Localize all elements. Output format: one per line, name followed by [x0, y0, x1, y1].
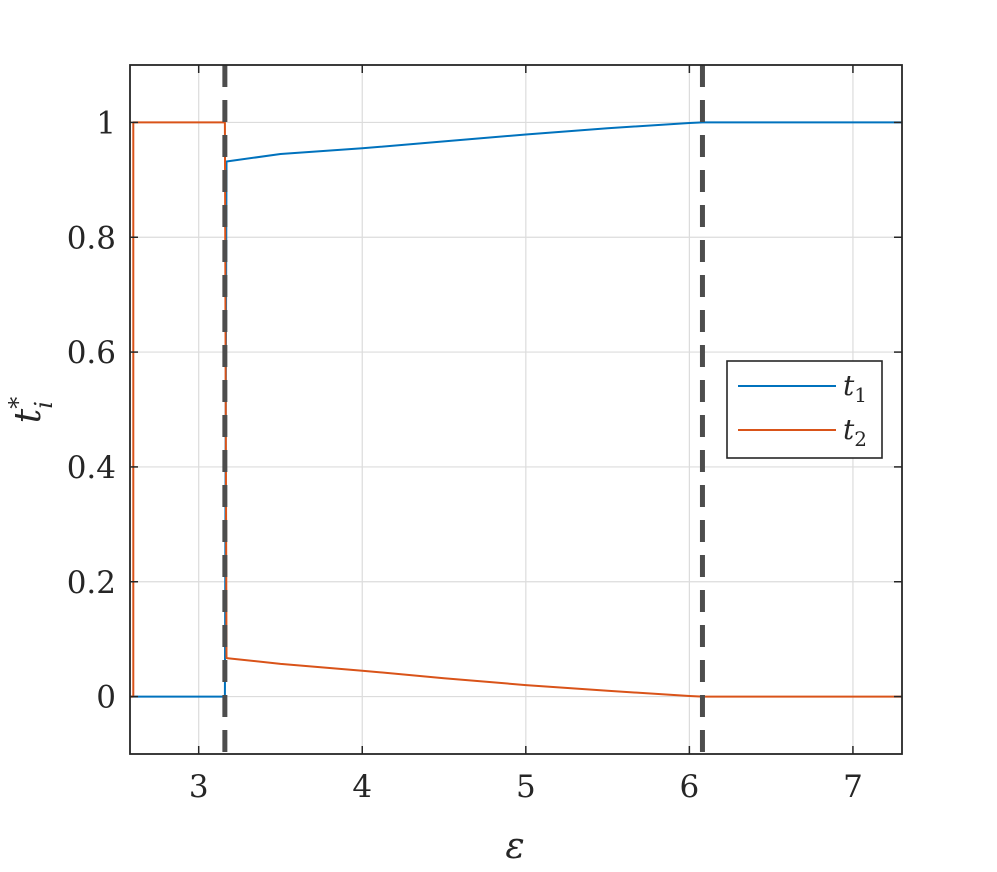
y-tick-label: 0.2 — [67, 565, 116, 601]
y-tick-label: 0.6 — [67, 335, 116, 371]
x-tick-label: 7 — [843, 769, 863, 805]
y-axis-label-sub: i — [30, 401, 58, 409]
x-tick-label: 6 — [680, 769, 700, 805]
vertical-reference-lines — [222, 65, 705, 754]
y-tick-labels: 0 0.2 0.4 0.6 0.8 1 — [67, 105, 116, 715]
y-tick-label: 0 — [96, 680, 116, 716]
y-tick-label: 1 — [96, 105, 116, 141]
x-tick-label: 5 — [516, 769, 536, 805]
legend-label-t1: t1 — [843, 369, 867, 407]
y-axis-label-base: t — [8, 408, 49, 423]
legend-box — [726, 360, 883, 459]
grid — [130, 65, 902, 754]
ticks — [130, 65, 902, 754]
axes-box — [129, 64, 903, 755]
legend-label-t2: t2 — [843, 413, 867, 451]
x-axis-label: ε — [505, 826, 524, 867]
x-tick-label: 4 — [352, 769, 372, 805]
legend: t1 t2 — [726, 360, 883, 459]
y-tick-label: 0.8 — [67, 220, 116, 256]
series-line-t1 — [130, 121, 902, 698]
x-tick-labels: 3 4 5 6 7 — [189, 769, 863, 805]
y-axis-label-sup: * — [4, 397, 32, 409]
y-tick-label: 0.4 — [67, 450, 116, 486]
x-tick-label: 3 — [189, 769, 209, 805]
y-axis-label: t*i — [4, 397, 58, 423]
